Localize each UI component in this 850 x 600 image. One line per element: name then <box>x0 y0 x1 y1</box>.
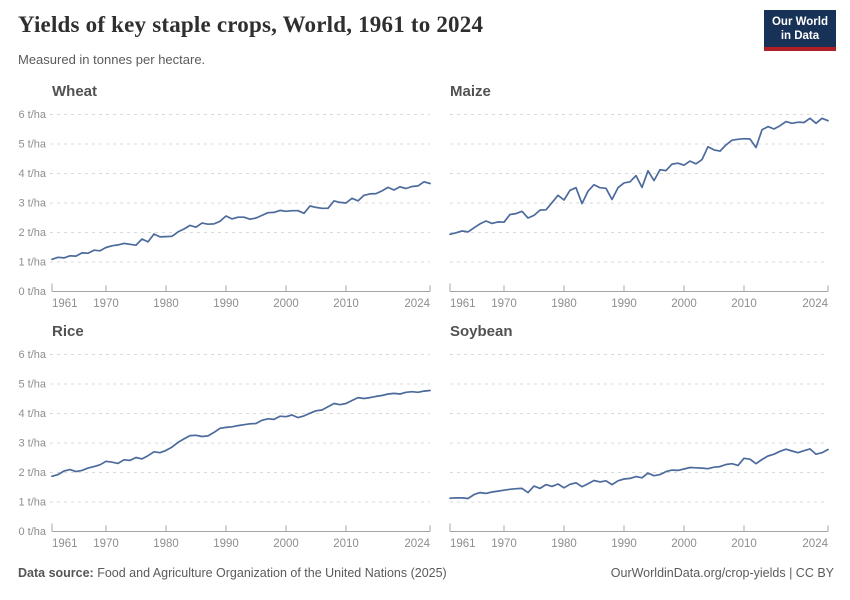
rice-line-chart: 1961 1970 1980 1990 2000 2010 2024 0 t/ha 1 t/ha… <box>18 349 431 550</box>
facet-title-rice: Rice <box>52 323 84 340</box>
svg-text:2000: 2000 <box>273 538 299 550</box>
svg-text:0 t/ha: 0 t/ha <box>18 286 46 298</box>
svg-text:5 t/ha: 5 t/ha <box>18 379 46 391</box>
svg-text:4 t/ha: 4 t/ha <box>18 408 46 420</box>
facet-wheat: Wheat 1961 1970 1980 1990 2000 2010 2024 0 t/ha… <box>0 80 440 318</box>
svg-text:3 t/ha: 3 t/ha <box>18 198 46 210</box>
svg-text:1990: 1990 <box>611 298 637 310</box>
svg-text:2024: 2024 <box>404 298 430 310</box>
svg-text:2010: 2010 <box>731 538 757 550</box>
wheat-line-chart: 1961 1970 1980 1990 2000 2010 2024 0 t/ha 1 t/ha… <box>18 109 431 310</box>
svg-text:1980: 1980 <box>153 298 179 310</box>
svg-text:1980: 1980 <box>551 298 577 310</box>
facet-title-soybean: Soybean <box>450 323 513 340</box>
svg-text:6 t/ha: 6 t/ha <box>18 349 46 361</box>
svg-text:1990: 1990 <box>213 298 239 310</box>
svg-text:1970: 1970 <box>491 298 517 310</box>
svg-text:1990: 1990 <box>213 538 239 550</box>
svg-text:2 t/ha: 2 t/ha <box>18 467 46 479</box>
svg-text:4 t/ha: 4 t/ha <box>18 168 46 180</box>
svg-text:2000: 2000 <box>273 298 299 310</box>
chart-footer: Data source: Food and Agriculture Organi… <box>0 566 850 580</box>
svg-text:1961: 1961 <box>450 538 476 550</box>
maize-line-chart: 1961 1970 1980 1990 2000 2010 2024 <box>449 114 829 310</box>
svg-text:5 t/ha: 5 t/ha <box>18 139 46 151</box>
soybean-line-chart: 1961 1970 1980 1990 2000 2010 2024 <box>449 354 829 550</box>
attribution: OurWorldinData.org/crop-yields | CC BY <box>610 566 834 580</box>
svg-text:2024: 2024 <box>404 538 430 550</box>
svg-text:2000: 2000 <box>671 538 697 550</box>
svg-text:2 t/ha: 2 t/ha <box>18 227 46 239</box>
page-title: Yields of key staple crops, World, 1961 … <box>18 12 484 37</box>
svg-text:1961: 1961 <box>52 538 78 550</box>
facet-title-maize: Maize <box>450 83 491 100</box>
facet-soybean: Soybean 1961 1970 1980 1990 2000 2010 2024 <box>398 320 850 558</box>
svg-text:1961: 1961 <box>450 298 476 310</box>
svg-text:1970: 1970 <box>93 538 119 550</box>
owid-logo-line2: in Data <box>780 30 820 42</box>
svg-text:1980: 1980 <box>551 538 577 550</box>
svg-text:2010: 2010 <box>731 298 757 310</box>
data-source-text: Food and Agriculture Organization of the… <box>93 566 447 580</box>
facet-title-wheat: Wheat <box>52 83 97 100</box>
svg-text:1990: 1990 <box>611 538 637 550</box>
svg-text:2000: 2000 <box>671 298 697 310</box>
svg-text:1961: 1961 <box>52 298 78 310</box>
data-source-label: Data source: <box>18 566 94 580</box>
svg-text:1 t/ha: 1 t/ha <box>18 257 46 269</box>
svg-text:2024: 2024 <box>802 538 828 550</box>
data-source: Data source: Food and Agriculture Organi… <box>18 566 447 580</box>
svg-text:1980: 1980 <box>153 538 179 550</box>
svg-text:2010: 2010 <box>333 298 359 310</box>
owid-logo: Our World in Data <box>763 10 836 51</box>
page-subtitle: Measured in tonnes per hectare. <box>18 52 206 67</box>
svg-text:1970: 1970 <box>491 538 517 550</box>
facet-rice: Rice 1961 1970 1980 1990 2000 2010 2024 0 t/ha 1… <box>0 320 440 558</box>
svg-text:2024: 2024 <box>802 298 828 310</box>
facet-maize: Maize 1961 1970 1980 1990 2000 2010 2024 <box>398 80 850 318</box>
svg-text:2010: 2010 <box>333 538 359 550</box>
svg-text:6 t/ha: 6 t/ha <box>18 109 46 121</box>
svg-text:0 t/ha: 0 t/ha <box>18 526 46 538</box>
owid-logo-line1: Our World <box>771 16 828 28</box>
svg-text:3 t/ha: 3 t/ha <box>18 438 46 450</box>
svg-text:1970: 1970 <box>93 298 119 310</box>
svg-text:1 t/ha: 1 t/ha <box>18 497 46 509</box>
